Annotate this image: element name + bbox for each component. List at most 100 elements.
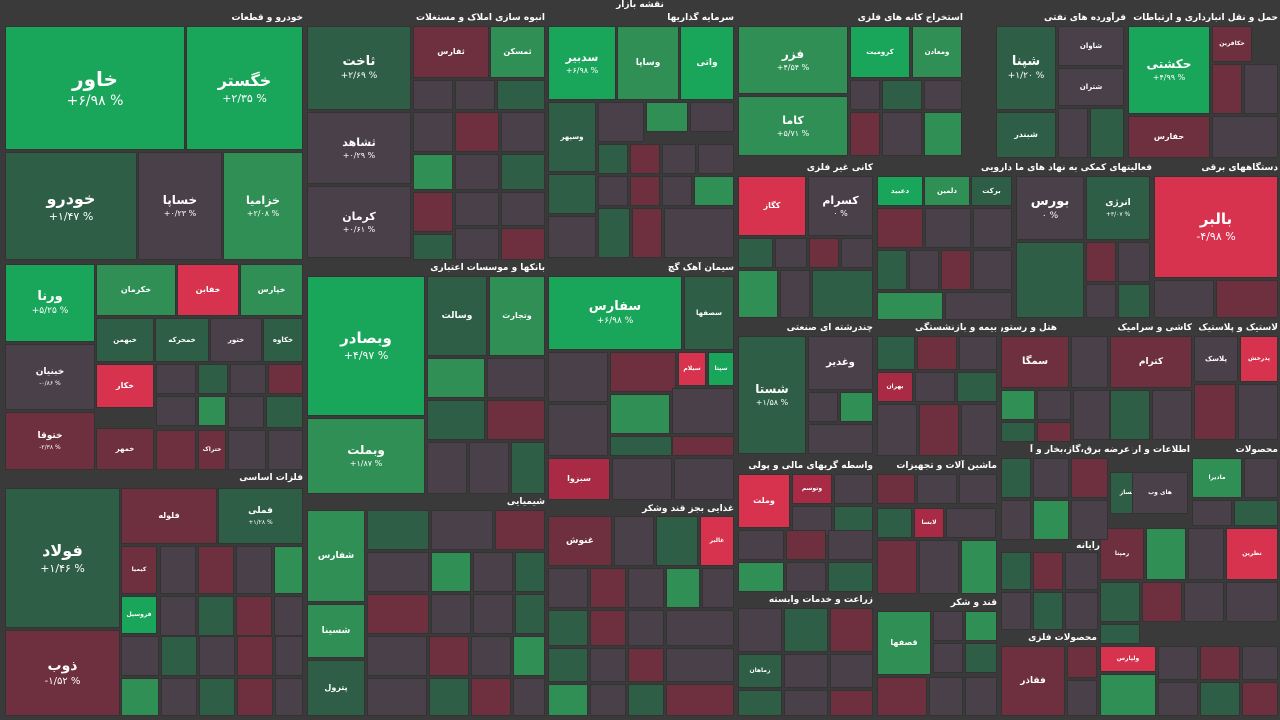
stock-tile-small[interactable] xyxy=(662,144,696,174)
stock-tile-small[interactable] xyxy=(959,336,997,370)
stock-tile-small[interactable] xyxy=(198,596,234,636)
stock-tile[interactable]: دلمین xyxy=(924,176,970,206)
stock-tile-small[interactable] xyxy=(1146,528,1186,580)
stock-tile-small[interactable] xyxy=(413,192,453,232)
stock-tile-small[interactable] xyxy=(919,540,959,594)
stock-tile-small[interactable] xyxy=(919,404,959,456)
stock-tile-small[interactable] xyxy=(961,404,997,456)
stock-tile[interactable]: پترول xyxy=(307,660,365,716)
stock-tile[interactable]: کیمیا xyxy=(121,546,157,594)
stock-tile-small[interactable] xyxy=(427,442,467,494)
stock-tile-small[interactable] xyxy=(429,636,469,676)
stock-tile-small[interactable] xyxy=(469,442,509,494)
stock-tile[interactable]: فروسیل xyxy=(121,596,157,634)
stock-tile-small[interactable] xyxy=(413,234,453,260)
stock-tile-small[interactable] xyxy=(830,654,873,688)
stock-tile-small[interactable] xyxy=(274,596,303,636)
stock-tile-small[interactable] xyxy=(809,238,839,268)
stock-tile-small[interactable] xyxy=(784,608,828,652)
stock-tile-small[interactable] xyxy=(610,394,670,434)
stock-tile-small[interactable] xyxy=(614,516,654,566)
stock-tile-small[interactable] xyxy=(1200,646,1240,680)
stock-tile[interactable]: حفارس xyxy=(1128,116,1210,158)
stock-tile-small[interactable] xyxy=(1016,242,1084,318)
stock-tile[interactable]: کترام xyxy=(1110,336,1192,388)
stock-tile-small[interactable] xyxy=(266,396,303,428)
stock-tile-small[interactable] xyxy=(924,80,962,110)
stock-tile[interactable]: ختوقا % ۲/۳۸- xyxy=(5,412,95,470)
stock-tile-small[interactable] xyxy=(598,176,628,206)
stock-tile-small[interactable] xyxy=(775,238,807,268)
stock-tile-small[interactable] xyxy=(1238,384,1278,440)
stock-tile-small[interactable] xyxy=(548,404,608,456)
stock-tile-small[interactable] xyxy=(427,400,485,440)
stock-tile-small[interactable] xyxy=(497,80,545,110)
stock-tile-small[interactable] xyxy=(1033,500,1069,540)
stock-tile-small[interactable] xyxy=(780,270,810,318)
stock-tile-small[interactable] xyxy=(548,352,608,402)
stock-tile-small[interactable] xyxy=(877,677,927,716)
stock-tile-small[interactable] xyxy=(455,192,499,226)
stock-tile-small[interactable] xyxy=(784,690,828,716)
stock-tile-small[interactable] xyxy=(738,690,782,716)
stock-tile-small[interactable] xyxy=(548,568,588,608)
stock-tile-small[interactable] xyxy=(1033,552,1063,590)
stock-tile-small[interactable] xyxy=(694,176,734,206)
stock-tile-small[interactable] xyxy=(471,636,511,676)
stock-tile[interactable]: ومعادن xyxy=(912,26,962,78)
stock-tile-small[interactable] xyxy=(274,546,303,594)
stock-tile-small[interactable] xyxy=(909,250,939,290)
stock-tile-small[interactable] xyxy=(672,388,734,434)
stock-tile-small[interactable] xyxy=(738,562,784,592)
stock-tile-small[interactable] xyxy=(786,562,826,592)
stock-tile-small[interactable] xyxy=(1067,680,1097,716)
stock-tile-small[interactable] xyxy=(646,102,688,132)
stock-tile[interactable]: خساپا % ۰/۲۳+ xyxy=(138,152,222,260)
stock-tile[interactable]: وبصادر% ۴/۹۷+ xyxy=(307,276,425,416)
stock-tile-small[interactable] xyxy=(738,530,784,560)
stock-tile-small[interactable] xyxy=(598,144,628,174)
stock-tile-small[interactable] xyxy=(1071,336,1108,388)
stock-tile[interactable]: بورس % ۰ xyxy=(1016,176,1084,240)
stock-tile-small[interactable] xyxy=(1073,390,1110,440)
stock-tile-small[interactable] xyxy=(1242,646,1278,680)
stock-tile-small[interactable] xyxy=(367,510,429,550)
stock-tile-small[interactable] xyxy=(455,112,499,152)
stock-tile-small[interactable] xyxy=(455,80,495,110)
stock-tile-small[interactable] xyxy=(198,396,226,426)
stock-tile-small[interactable] xyxy=(882,80,922,110)
stock-tile[interactable]: حکشتی % ۴/۹۹+ xyxy=(1128,26,1210,114)
stock-tile-small[interactable] xyxy=(850,80,880,110)
stock-tile-small[interactable] xyxy=(1001,458,1031,498)
stock-tile-small[interactable] xyxy=(1071,458,1108,498)
stock-tile[interactable]: سیلام xyxy=(678,352,706,386)
stock-tile-small[interactable] xyxy=(156,430,196,470)
stock-tile-small[interactable] xyxy=(1110,390,1150,440)
stock-tile-small[interactable] xyxy=(275,678,303,716)
stock-tile[interactable]: ثشاهد% ۰/۲۹+ xyxy=(307,112,411,184)
stock-tile[interactable]: سفارس % ۶/۹۸+ xyxy=(548,276,682,350)
stock-tile-small[interactable] xyxy=(877,540,917,594)
stock-tile-small[interactable] xyxy=(841,238,873,268)
stock-tile-small[interactable] xyxy=(1118,284,1150,318)
stock-tile[interactable]: خمهر xyxy=(96,428,154,470)
stock-tile-small[interactable] xyxy=(1242,682,1278,716)
stock-tile-small[interactable] xyxy=(628,648,664,682)
stock-tile-small[interactable] xyxy=(656,516,698,566)
stock-tile-small[interactable] xyxy=(161,678,197,716)
stock-tile[interactable]: کگاز xyxy=(738,176,806,236)
stock-tile[interactable]: سدبیر% ۶/۹۸+ xyxy=(548,26,616,100)
stock-tile-small[interactable] xyxy=(830,608,873,652)
stock-tile[interactable]: خگستر % ۲/۳۵+ xyxy=(186,26,303,150)
stock-tile[interactable]: واتی xyxy=(680,26,734,100)
stock-tile[interactable]: فلوله xyxy=(121,488,217,544)
stock-tile-small[interactable] xyxy=(161,636,197,676)
stock-tile-small[interactable] xyxy=(1194,384,1236,440)
stock-tile-small[interactable] xyxy=(933,611,963,641)
stock-tile-small[interactable] xyxy=(612,458,672,500)
stock-tile-small[interactable] xyxy=(590,568,626,608)
stock-tile-small[interactable] xyxy=(1065,552,1098,590)
stock-tile-small[interactable] xyxy=(1216,280,1278,318)
stock-tile[interactable]: وتوسم xyxy=(792,474,832,504)
stock-tile-small[interactable] xyxy=(511,442,545,494)
